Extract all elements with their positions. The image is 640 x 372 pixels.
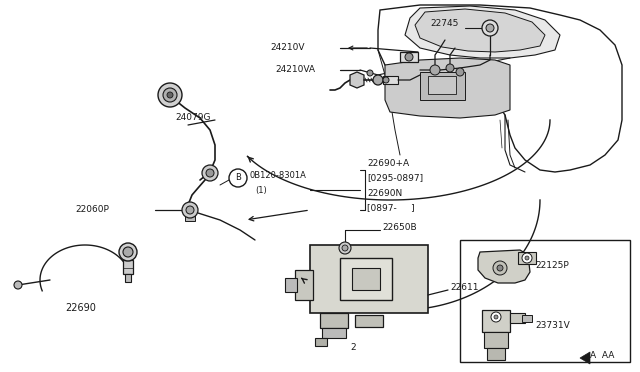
Circle shape (163, 88, 177, 102)
Circle shape (186, 206, 194, 214)
Bar (420, 72, 465, 100)
Polygon shape (405, 6, 560, 58)
Text: 22650B: 22650B (382, 224, 417, 232)
Bar (310, 245, 428, 313)
Bar (162, 88, 178, 93)
Circle shape (367, 70, 373, 76)
Bar (315, 338, 327, 346)
Circle shape (158, 83, 182, 107)
Bar (285, 278, 297, 292)
Text: 22690N: 22690N (367, 189, 403, 198)
Circle shape (486, 24, 494, 32)
Bar (185, 215, 195, 221)
Bar (428, 76, 456, 94)
Text: 24079G: 24079G (175, 113, 211, 122)
Text: [0897-     ]: [0897- ] (367, 203, 415, 212)
Bar (340, 258, 392, 300)
Bar (352, 268, 380, 290)
Circle shape (522, 253, 532, 263)
Bar (484, 332, 508, 348)
Text: [0295-0897]: [0295-0897] (367, 173, 423, 183)
Circle shape (497, 265, 503, 271)
Bar (322, 328, 346, 338)
Circle shape (119, 243, 137, 261)
Circle shape (430, 65, 440, 75)
Text: 22745: 22745 (430, 19, 458, 28)
Bar (482, 310, 510, 332)
Text: 24210VA: 24210VA (275, 65, 315, 74)
Circle shape (182, 202, 198, 218)
Circle shape (167, 92, 173, 98)
Circle shape (491, 312, 501, 322)
Bar (487, 348, 505, 360)
Bar (383, 76, 398, 84)
Bar (400, 52, 418, 62)
Text: 24210V: 24210V (270, 44, 305, 52)
Polygon shape (478, 250, 530, 283)
Bar (355, 315, 383, 327)
Text: 23731V: 23731V (535, 321, 570, 330)
Bar (295, 270, 313, 300)
Text: 22690+A: 22690+A (367, 158, 409, 167)
Text: 22125P: 22125P (535, 260, 569, 269)
Text: 22611: 22611 (450, 283, 479, 292)
Text: A  AA: A AA (590, 350, 614, 359)
Circle shape (493, 261, 507, 275)
Circle shape (456, 68, 464, 76)
Circle shape (342, 245, 348, 251)
Polygon shape (378, 5, 622, 172)
Polygon shape (580, 352, 590, 364)
Text: 22060P: 22060P (75, 205, 109, 215)
Text: (1): (1) (255, 186, 267, 195)
Polygon shape (415, 9, 545, 52)
Text: 0B120-8301A: 0B120-8301A (250, 170, 307, 180)
Bar (123, 260, 133, 274)
Circle shape (202, 165, 218, 181)
Circle shape (373, 75, 383, 85)
Circle shape (383, 77, 389, 83)
Bar (510, 313, 525, 323)
Bar (125, 274, 131, 282)
Bar (320, 313, 348, 328)
Circle shape (446, 64, 454, 72)
Circle shape (339, 242, 351, 254)
Circle shape (206, 169, 214, 177)
Circle shape (229, 169, 247, 187)
Bar (518, 252, 536, 264)
Bar (522, 315, 532, 322)
Circle shape (494, 315, 498, 319)
Polygon shape (350, 72, 364, 88)
Circle shape (405, 53, 413, 61)
Text: 2: 2 (350, 343, 356, 353)
Circle shape (14, 281, 22, 289)
Circle shape (525, 256, 529, 260)
Text: B: B (235, 173, 241, 183)
Circle shape (123, 247, 133, 257)
Bar (460, 240, 630, 362)
Circle shape (482, 20, 498, 36)
Text: 22690: 22690 (65, 303, 96, 313)
Polygon shape (385, 58, 510, 118)
